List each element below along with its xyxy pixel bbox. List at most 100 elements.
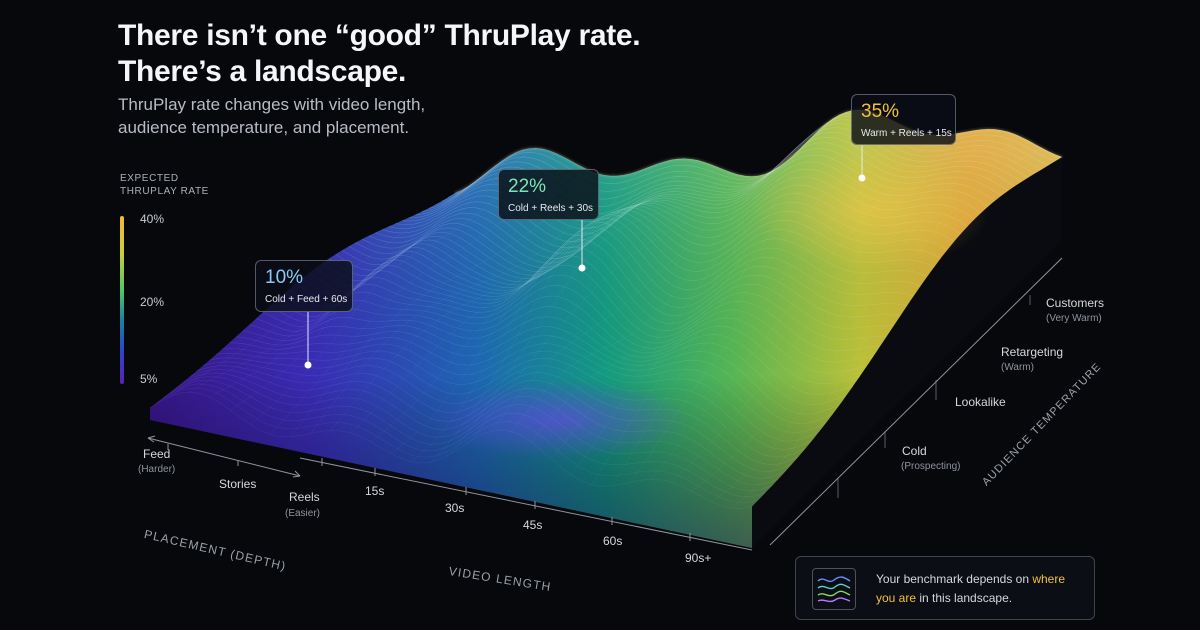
terrain-grid-line (711, 136, 1022, 502)
terrain-grid-line (236, 326, 840, 415)
terrain-grid-line (335, 211, 941, 283)
terrain-grid-line (196, 365, 800, 465)
terrain-grid-line (289, 246, 894, 329)
note-highlight-where: where (1032, 572, 1066, 586)
terrain-grid-line (149, 391, 753, 509)
marker-dot-cold-reels (578, 264, 586, 272)
placement-sub-feed: (Harder) (138, 464, 176, 475)
terrain-grid-line (189, 369, 793, 472)
marker-dot-cold-feed (304, 361, 312, 369)
terrain-grid-line (183, 372, 786, 479)
axis-lines (147, 257, 1063, 551)
audience-sub-cold: (Prospecting) (901, 461, 961, 472)
terrain-grid-line (631, 135, 941, 483)
note-highlight-you-are: you are (876, 591, 917, 605)
terrain-surface (150, 109, 1062, 549)
terrain-grid-line (691, 130, 1002, 492)
terrain-grid-line (169, 379, 773, 492)
terrain-grid-line (751, 156, 1063, 507)
placement-label-stories: Stories (219, 477, 257, 491)
video-tick-label-60s: 60s (603, 534, 623, 548)
placement-label-reels: Reels (289, 490, 320, 504)
terrain-grid-line (390, 160, 698, 454)
benchmark-note: Your benchmark depends on where you are … (795, 556, 1095, 620)
terrain-grid-line (342, 209, 948, 279)
legend-title-line-1: EXPECTED (120, 173, 179, 184)
terrain-grid-line (202, 361, 807, 458)
terrain-grid-line (269, 274, 874, 363)
terrain-grid-line (282, 255, 887, 340)
terrain-right-wall (752, 157, 1062, 548)
terrain-grid-line (156, 387, 759, 503)
terrain-grid-line (230, 147, 537, 411)
terrain-grid-line (382, 161, 989, 254)
terrain-grid-line (216, 350, 820, 442)
placement-sub-reels: (Easier) (285, 508, 321, 519)
note-text-start: Your benchmark depends on (876, 572, 1033, 586)
legend-title: EXPECTED THRUPLAY RATE (120, 172, 209, 198)
video-tick-label-45s: 45s (523, 518, 543, 532)
terrain-grid-line (242, 316, 847, 405)
placement-axis-arrows (147, 435, 301, 478)
terrain-grid-line (210, 152, 516, 398)
note-text-end: in this landscape. (916, 591, 1013, 605)
legend-title-line-2: THRUPLAY RATE (120, 186, 209, 197)
terrain-grid-line (435, 119, 1042, 206)
placement-axis-line (147, 437, 301, 477)
terrain-grid-line (370, 158, 678, 442)
purple-glow (430, 380, 690, 460)
terrain-grid-line (255, 295, 860, 384)
terrain-grid-line (731, 147, 1042, 509)
terrain-grid-line (571, 114, 880, 476)
terrain-grid-line (368, 176, 975, 264)
callout-markers (304, 174, 866, 369)
terrain-grid-line (176, 376, 780, 485)
terrain-grid-line (470, 166, 779, 441)
terrain-grid-line (302, 232, 908, 308)
audience-label-lookalike: Lookalike (955, 395, 1006, 409)
callout-label: Cold + Reels + 30s (508, 203, 594, 214)
audience-axis-line (769, 257, 1063, 546)
audience-label-customers: Customers (1046, 296, 1105, 310)
callout-value: 22% (508, 176, 547, 197)
terrain-grid-line (330, 171, 638, 431)
terrain-grid-line (350, 163, 658, 434)
terrain-grid-line (222, 343, 827, 433)
wave-lines-icon (812, 568, 856, 610)
callout-warm-reels: 35% Warm + Reels + 15s (851, 94, 956, 145)
page-title: There isn’t one “good” ThruPlay rate. Th… (118, 18, 641, 90)
terrain-grid-line (315, 221, 921, 291)
legend-tick-high: 40% (140, 212, 165, 226)
terrain-grid-line (328, 214, 935, 286)
terrain-grid-line (262, 284, 867, 374)
placement-label-feed: Feed (143, 447, 171, 461)
terrain-grid-line (450, 175, 759, 454)
callout-leader-lines (307, 145, 863, 365)
callout-cold-reels: 22% Cold + Reels + 30s (498, 169, 599, 220)
legend-tick-low: 5% (140, 372, 158, 386)
terrain-grid-line (388, 154, 995, 248)
terrain-grid-line (348, 201, 955, 276)
terrain-grid-line (551, 109, 860, 459)
audience-sub-customers: (Very Warm) (1046, 313, 1102, 324)
callout-value: 10% (265, 267, 304, 288)
subtitle-line-1: ThruPlay rate changes with video length, (118, 95, 426, 114)
subtitle-line-2: audience temperature, and placement. (118, 118, 410, 137)
terrain-grid-line (611, 132, 921, 486)
callout-label: Warm + Reels + 15s (861, 128, 952, 139)
audience-label-retargeting: Retargeting (1001, 345, 1064, 359)
audience-sub-retargeting: (Warm) (1001, 362, 1034, 373)
terrain-grid-line (249, 306, 854, 395)
video-tick-label-90s: 90s+ (685, 551, 712, 565)
video-tick-label-15s: 15s (365, 484, 385, 498)
benchmark-note-text: Your benchmark depends on where you are … (876, 570, 1086, 608)
terrain-ridge-line (454, 109, 1063, 194)
terrain-grid-line (395, 148, 1002, 243)
page-subtitle: ThruPlay rate changes with video length,… (118, 93, 425, 139)
terrain-grid-line (355, 193, 962, 272)
terrain-grid-line (362, 184, 968, 268)
terrain-grid-line (275, 264, 881, 352)
video-tick-label-30s: 30s (445, 501, 465, 515)
terrain-grid-line (375, 168, 982, 259)
